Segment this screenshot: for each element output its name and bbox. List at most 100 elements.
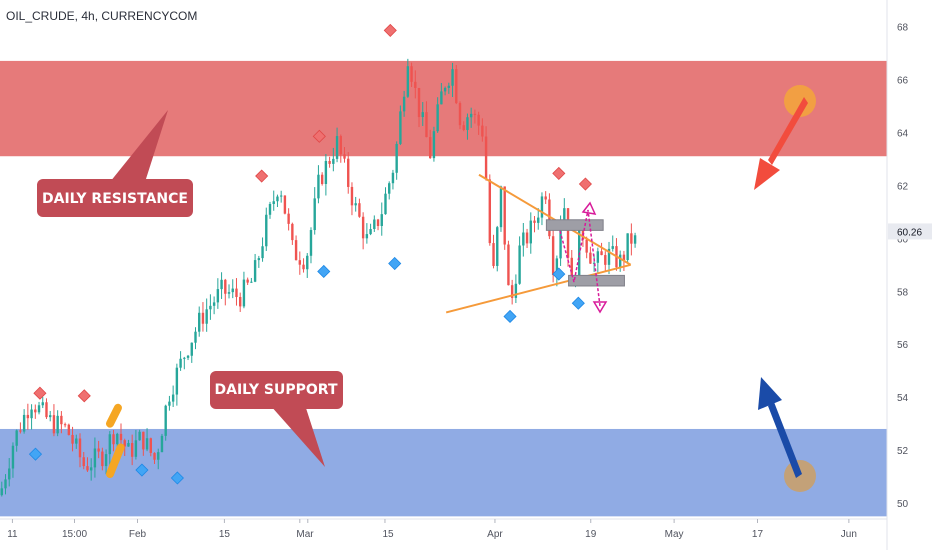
swing-low-marker [135, 463, 149, 477]
projection-arrow-up [581, 201, 597, 215]
candle-body [231, 288, 234, 293]
x-tick-label: 15 [382, 529, 394, 540]
candle-body [235, 288, 238, 298]
candle-body [324, 161, 328, 184]
candle-body [358, 203, 361, 217]
candle-body [361, 216, 365, 239]
candle-body [592, 262, 596, 264]
y-tick-label: 64 [897, 128, 909, 139]
candle-body [369, 229, 372, 235]
candle-body [406, 66, 410, 97]
price-axis: 50 52 54 56 58 60 62 64 66 68 60.26 [888, 22, 932, 510]
candle-body [56, 415, 59, 434]
candle-body [499, 186, 503, 228]
candle-body [276, 196, 279, 202]
candle-body [618, 254, 622, 268]
candle-body [563, 208, 566, 225]
candle-body [551, 236, 555, 275]
swing-low-marker [388, 256, 402, 271]
candle-body [130, 443, 134, 457]
swing-high-marker [77, 389, 91, 403]
candle-body [49, 415, 52, 418]
candle-body [384, 193, 387, 215]
candle-body [503, 186, 506, 245]
support-pointer [270, 405, 325, 467]
candle-body [60, 415, 63, 425]
candle-body [630, 233, 633, 244]
candle-body [589, 252, 592, 264]
candle-body [119, 433, 123, 441]
x-tick-label: 15 [219, 529, 231, 540]
up-arrow-head [758, 377, 782, 410]
candle-body [507, 244, 510, 286]
y-tick-label: 68 [897, 22, 909, 33]
candle-body [112, 434, 115, 445]
swing-high-marker [578, 177, 592, 191]
candle-body [570, 257, 573, 284]
candle-body [421, 112, 424, 118]
candle-body [428, 137, 432, 159]
candle-body [555, 258, 559, 275]
swing-high-marker [33, 386, 47, 400]
candle-body [205, 309, 208, 324]
y-tick-label: 58 [897, 287, 909, 298]
candle-body [294, 240, 298, 261]
candle-body [458, 103, 462, 126]
current-price-label: 60.26 [897, 227, 922, 238]
y-tick-label: 54 [897, 393, 909, 404]
candle-body [443, 87, 447, 92]
x-tick-label: 11 [7, 529, 18, 540]
candle-body [410, 66, 413, 82]
candle-body [306, 255, 309, 270]
candle-body [469, 113, 473, 118]
candle-body [101, 451, 104, 467]
candle-body [52, 415, 56, 434]
candle-body [34, 409, 37, 413]
x-tick-label: Apr [487, 529, 503, 540]
candle-body [145, 438, 149, 450]
candle-body [548, 199, 551, 237]
candle-body [257, 258, 261, 261]
candle-body [45, 402, 48, 418]
candle-body [97, 448, 100, 452]
candle-body [238, 297, 242, 307]
candle-body [313, 198, 316, 231]
candle-body [22, 414, 26, 432]
candle-body [436, 104, 439, 132]
candle-body [540, 196, 544, 218]
projection-arrow-down [592, 301, 608, 314]
candle-body [71, 434, 74, 444]
candle-body [250, 281, 253, 283]
candle-body [41, 402, 44, 406]
candle-body [246, 279, 249, 283]
candle-body [198, 312, 201, 332]
candle-body [4, 479, 7, 489]
candle-body [224, 279, 227, 294]
candle-body [15, 430, 18, 446]
candle-body [544, 196, 547, 200]
x-tick-label: May [665, 529, 684, 540]
candle-body [265, 214, 268, 247]
swing-low-marker [503, 309, 517, 324]
candle-body [67, 424, 71, 435]
candle-body [86, 466, 89, 471]
candle-body [611, 246, 614, 249]
candle-body [261, 246, 264, 259]
candle-body [380, 214, 383, 226]
candle-body [82, 457, 85, 467]
candle-body [291, 223, 294, 241]
candle-body [317, 174, 320, 199]
candle-body [518, 245, 521, 284]
candle-body [529, 220, 532, 244]
candle-body [343, 154, 346, 159]
candle-body [335, 136, 339, 159]
candle-body [339, 136, 342, 155]
candle-body [272, 201, 275, 205]
candle-body [8, 468, 11, 480]
candle-body [19, 430, 22, 432]
candle-body [633, 235, 637, 244]
candle-body [171, 394, 175, 402]
markers-layer [28, 23, 592, 485]
triangle-lower-line [445, 263, 631, 314]
